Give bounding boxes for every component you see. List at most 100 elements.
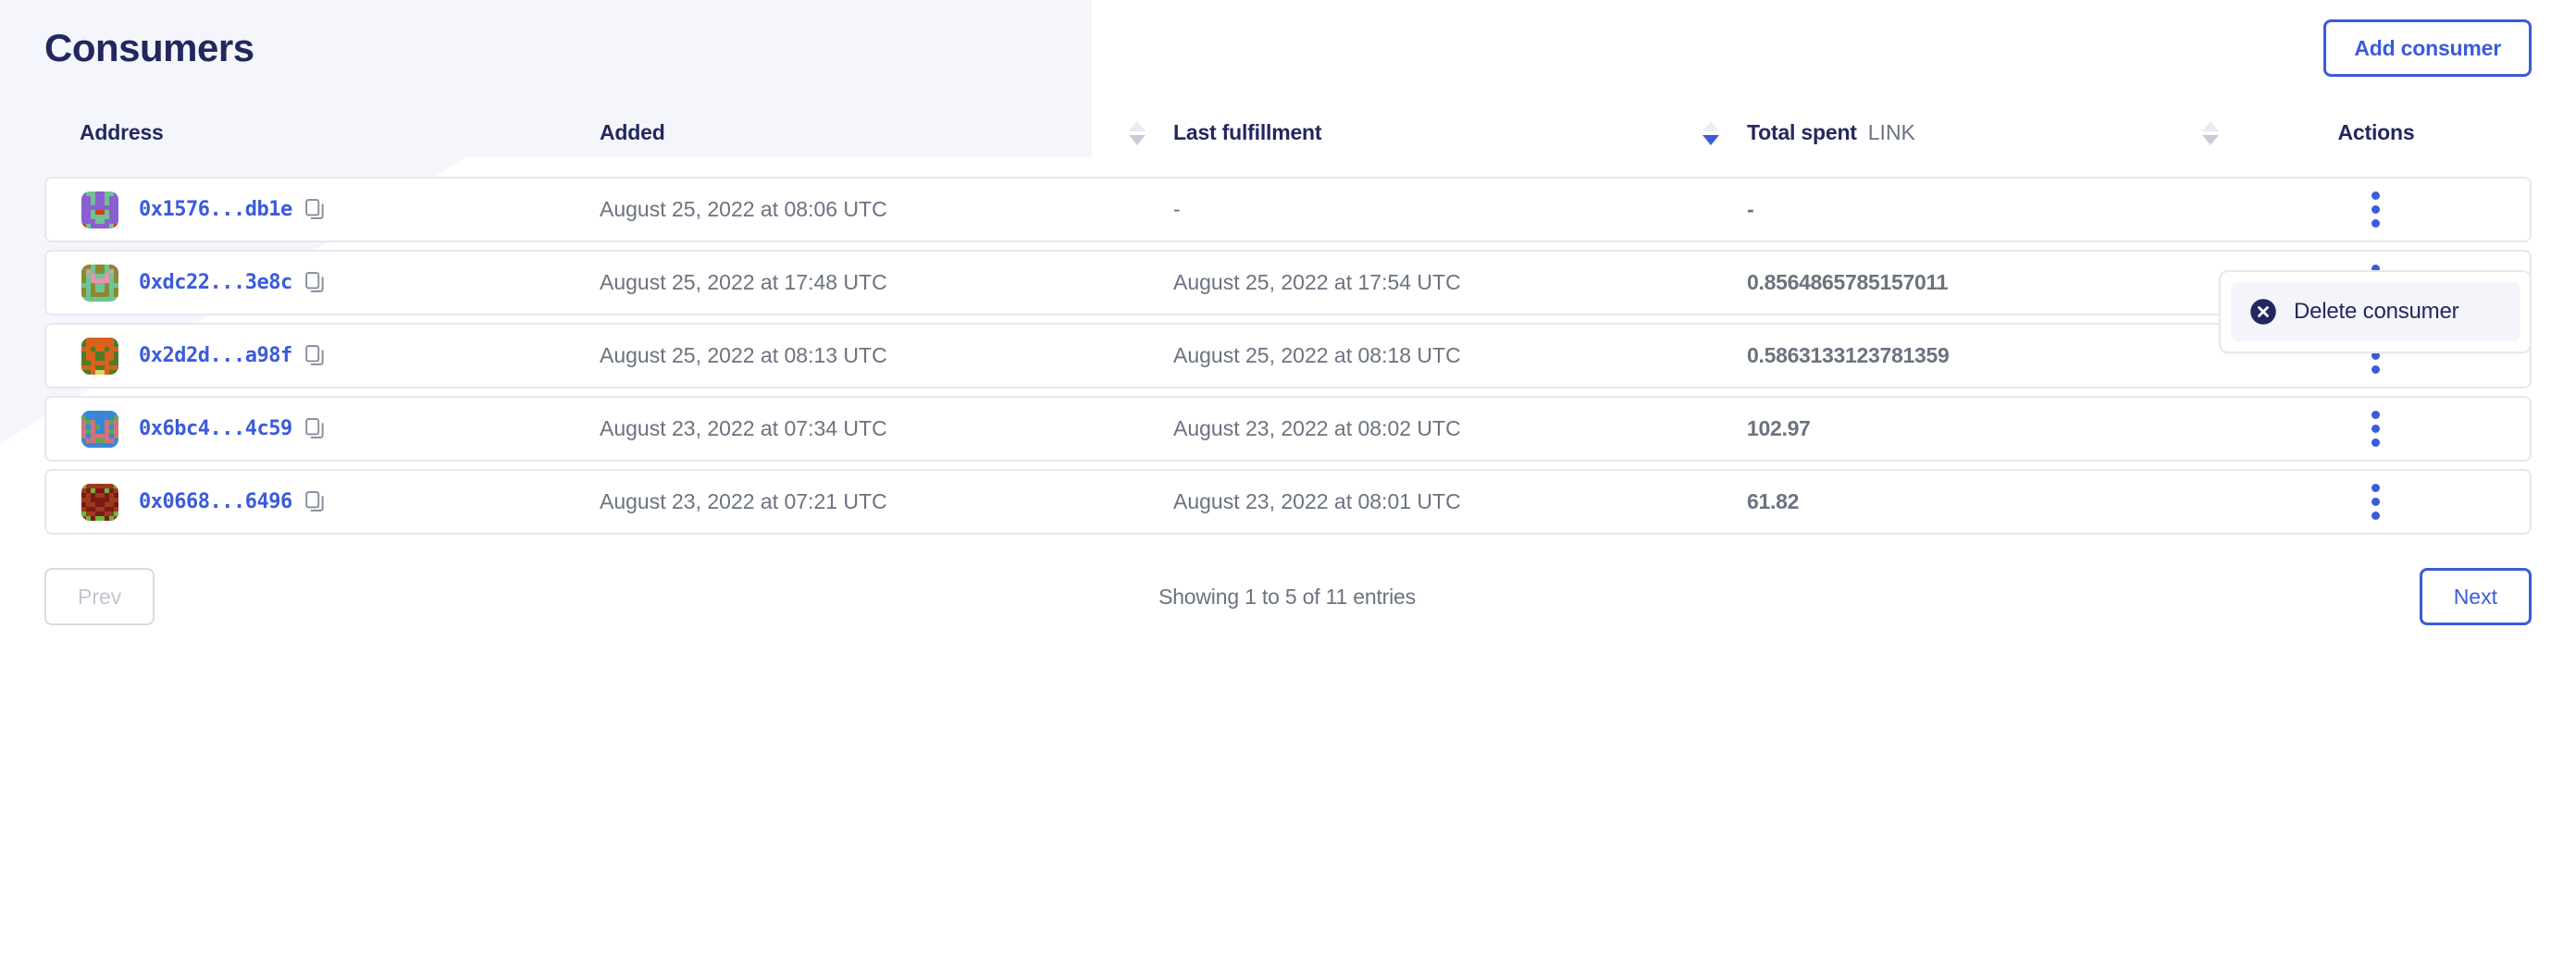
kebab-dot	[2371, 484, 2380, 492]
column-header-address: Address	[44, 104, 600, 169]
chevron-up-icon	[2202, 120, 2219, 131]
kebab-dot	[2371, 425, 2380, 433]
row-menu-button[interactable]	[2362, 478, 2389, 525]
identicon-6bc4	[81, 410, 118, 448]
copy-address-button[interactable]	[304, 344, 326, 367]
cell-total-spent: 61.82	[1747, 469, 2247, 535]
cell-added: August 23, 2022 at 07:34 UTC	[600, 396, 1173, 462]
kebab-dot	[2371, 438, 2380, 447]
consumers-page: Consumers Add consumer Address Ad	[44, 0, 2532, 625]
identicon-dc22	[81, 264, 118, 302]
cell-last-fulfillment: August 23, 2022 at 08:02 UTC	[1173, 396, 1747, 462]
page-header: Consumers Add consumer	[44, 0, 2532, 96]
copy-icon	[304, 198, 324, 219]
kebab-dot	[2371, 365, 2380, 374]
table-row: 0x0668...6496 August 23, 2022 at 07:21 U…	[44, 469, 2532, 535]
consumers-table-wrapper: Address Added	[44, 96, 2532, 542]
circle-x-icon	[2250, 299, 2276, 325]
table-row: 0x1576...db1e August 25, 2022 at 08:06 U…	[44, 177, 2532, 242]
chevron-down-icon	[2202, 134, 2219, 145]
cell-total-spent: 0.5863133123781359	[1747, 323, 2247, 388]
cell-address: 0xdc22...3e8c	[44, 250, 600, 315]
column-header-actions-label: Actions	[2337, 120, 2415, 144]
row-menu-button[interactable]	[2362, 405, 2389, 452]
cell-total-spent: 0.8564865785157011	[1747, 250, 2247, 315]
table-row: 0x6bc4...4c59 August 23, 2022 at 07:34 U…	[44, 396, 2532, 462]
table-footer: Prev Showing 1 to 5 of 11 entries Next	[44, 568, 2532, 625]
add-consumer-button[interactable]: Add consumer	[2323, 19, 2532, 77]
copy-icon	[304, 417, 324, 438]
consumer-address-link[interactable]: 0x2d2d...a98f	[139, 344, 292, 367]
kebab-dot	[2371, 205, 2380, 214]
copy-address-button[interactable]	[304, 271, 326, 294]
copy-icon	[304, 344, 324, 365]
column-header-total-spent-text: Total spent LINK	[1747, 120, 1915, 145]
kebab-dot	[2371, 265, 2380, 273]
identicon-1576	[81, 191, 118, 228]
cell-added: August 23, 2022 at 07:21 UTC	[600, 469, 1173, 535]
column-header-total-spent-unit: LINK	[1867, 120, 1915, 144]
cell-last-fulfillment: August 25, 2022 at 17:54 UTC	[1173, 250, 1747, 315]
column-header-last-fulfillment-label: Last fulfillment	[1173, 120, 1322, 144]
page-title: Consumers	[44, 26, 254, 69]
column-header-added[interactable]: Added	[600, 104, 1173, 169]
cell-added: August 25, 2022 at 08:13 UTC	[600, 323, 1173, 388]
consumer-address-link[interactable]: 0x1576...db1e	[139, 198, 292, 221]
cell-address: 0x2d2d...a98f	[44, 323, 600, 388]
copy-address-button[interactable]	[304, 417, 326, 440]
sort-toggle-added[interactable]	[1129, 120, 1146, 145]
row-menu-button[interactable]	[2362, 186, 2389, 233]
cell-added: August 25, 2022 at 08:06 UTC	[600, 177, 1173, 242]
copy-address-button[interactable]	[304, 490, 326, 513]
chevron-down-icon	[1703, 134, 1719, 145]
cell-last-fulfillment: August 25, 2022 at 08:18 UTC	[1173, 323, 1747, 388]
cell-actions	[2247, 469, 2532, 535]
cell-address: 0x1576...db1e	[44, 177, 600, 242]
chevron-down-icon	[1129, 134, 1146, 145]
column-header-total-spent-label: Total spent	[1747, 120, 1857, 144]
kebab-dot	[2371, 411, 2380, 419]
consumers-table: Address Added	[44, 96, 2532, 542]
identicon-2d2d	[81, 337, 118, 375]
copy-icon	[304, 271, 324, 292]
kebab-dot	[2371, 498, 2380, 506]
table-head: Address Added	[44, 104, 2532, 169]
cell-actions	[2247, 177, 2532, 242]
delete-consumer-label: Delete consumer	[2294, 299, 2459, 324]
table-row: 0xdc22...3e8c August 25, 2022 at 17:48 U…	[44, 250, 2532, 315]
cell-last-fulfillment: August 23, 2022 at 08:01 UTC	[1173, 469, 1747, 535]
copy-icon	[304, 490, 324, 512]
column-header-added-label: Added	[600, 120, 665, 144]
table-header-row: Address Added	[44, 104, 2532, 169]
chevron-up-icon	[1129, 120, 1146, 131]
column-header-address-label: Address	[80, 120, 164, 144]
kebab-dot	[2371, 219, 2380, 228]
kebab-dot	[2371, 352, 2380, 360]
cell-address: 0x6bc4...4c59	[44, 396, 600, 462]
consumer-address-link[interactable]: 0x6bc4...4c59	[139, 417, 292, 440]
table-body: 0x1576...db1e August 25, 2022 at 08:06 U…	[44, 177, 2532, 535]
column-header-actions: Actions	[2247, 104, 2532, 169]
delete-consumer-menu-item[interactable]: Delete consumer	[2231, 282, 2520, 341]
cell-address: 0x0668...6496	[44, 469, 600, 535]
column-header-last-fulfillment[interactable]: Last fulfillment	[1173, 104, 1747, 169]
prev-page-button[interactable]: Prev	[44, 568, 155, 625]
cell-total-spent: 102.97	[1747, 396, 2247, 462]
sort-toggle-last-fulfillment[interactable]	[1703, 120, 1719, 145]
sort-toggle-total-spent[interactable]	[2202, 120, 2219, 145]
column-header-total-spent[interactable]: Total spent LINK	[1747, 104, 2247, 169]
kebab-dot	[2371, 191, 2380, 200]
row-actions-dropdown: Delete consumer	[2219, 270, 2532, 353]
kebab-dot	[2371, 512, 2380, 520]
chevron-up-icon	[1703, 120, 1719, 131]
consumer-address-link[interactable]: 0xdc22...3e8c	[139, 271, 292, 294]
cell-actions	[2247, 396, 2532, 462]
cell-total-spent: -	[1747, 177, 2247, 242]
entries-summary: Showing 1 to 5 of 11 entries	[1158, 584, 1416, 609]
identicon-0668	[81, 483, 118, 521]
copy-address-button[interactable]	[304, 198, 326, 221]
next-page-button[interactable]: Next	[2419, 568, 2532, 625]
cell-last-fulfillment: -	[1173, 177, 1747, 242]
table-row: 0x2d2d...a98f August 25, 2022 at 08:13 U…	[44, 323, 2532, 388]
consumer-address-link[interactable]: 0x0668...6496	[139, 490, 292, 513]
